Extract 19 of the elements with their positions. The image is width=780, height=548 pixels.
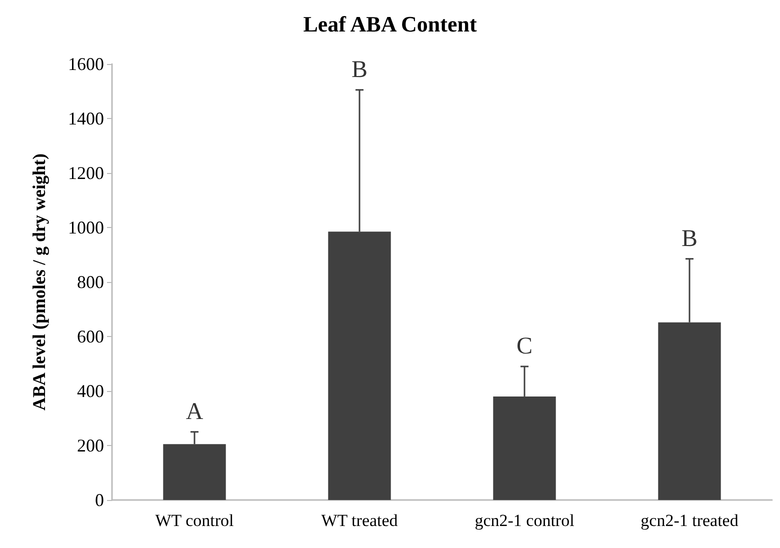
y-tick-label: 400: [77, 381, 104, 401]
y-tick-label: 200: [77, 436, 104, 456]
y-tick-label: 0: [95, 490, 104, 510]
annotation: B: [351, 56, 368, 83]
x-tick-label: WT control: [155, 511, 234, 530]
x-tick-label: gcn2-1 treated: [640, 511, 739, 530]
y-tick-label: 800: [77, 272, 104, 292]
y-tick-label: 1600: [68, 54, 104, 74]
y-tick-label: 600: [77, 326, 104, 346]
y-tick-label: 1400: [68, 108, 104, 128]
annotation: A: [186, 398, 204, 425]
y-tick-label: 1200: [68, 163, 104, 183]
x-tick-label: WT treated: [321, 511, 398, 530]
x-tick-label: gcn2-1 control: [474, 511, 575, 530]
y-tick-label: 1000: [68, 218, 104, 238]
annotation: B: [681, 226, 698, 252]
annotation: C: [516, 333, 533, 360]
chart-title: Leaf ABA Content: [303, 12, 478, 36]
y-axis-title: ABA level (pmoles / g dry weight): [29, 154, 49, 410]
